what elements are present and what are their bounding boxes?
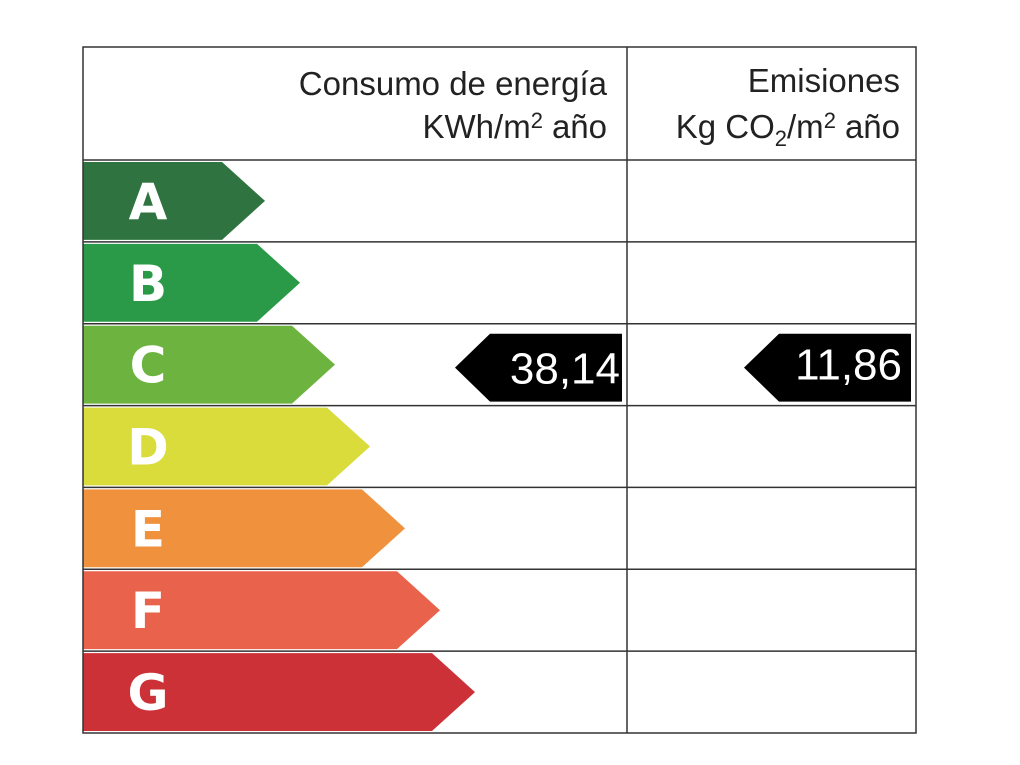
rating-arrow: [83, 407, 370, 486]
emissions-unit: Kg CO2/m2 año: [676, 108, 900, 151]
table-border: [82, 46, 917, 734]
emissions-indicator: [744, 333, 911, 402]
rating-arrow: [83, 162, 265, 240]
rating-letter: E: [131, 500, 165, 558]
consumption-title: Consumo de energía: [299, 65, 608, 102]
rating-arrow: [83, 243, 300, 322]
consumption-unit: KWh/m2 año: [423, 108, 607, 145]
rating-letter: F: [131, 582, 165, 640]
rating-letter: B: [129, 255, 167, 313]
rating-letter: A: [129, 173, 168, 231]
emissions-value: 11,86: [795, 341, 902, 390]
rating-arrow: [83, 653, 475, 731]
rating-arrow: [83, 325, 335, 404]
rating-arrow: [83, 489, 405, 568]
consumption-value: 38,14: [510, 345, 620, 394]
consumption-indicator: [455, 333, 622, 402]
rating-letter: D: [127, 419, 169, 477]
rating-letter: G: [127, 664, 168, 722]
emissions-title: Emisiones: [748, 62, 900, 99]
rating-letter: C: [130, 337, 167, 395]
rating-arrow: [83, 571, 440, 650]
